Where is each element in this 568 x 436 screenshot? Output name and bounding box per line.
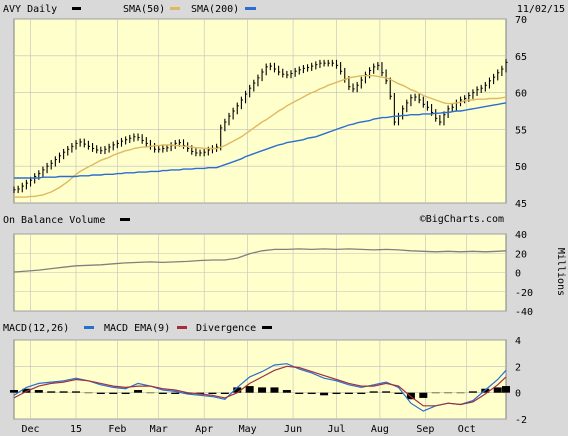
x-tick-label: Apr [195,424,213,435]
sma200-line [14,102,507,179]
divergence-bar [468,391,477,393]
divergence-bar [233,387,242,393]
divergence-bar [419,392,428,398]
macd-y-tick-label: 4 [515,336,521,347]
divergence-bar [220,392,229,394]
macd-y-tick-label: 0 [515,389,521,400]
x-tick-label: Feb [108,424,126,435]
macd-panel-title: MACD(12,26) [3,323,69,334]
obv-y-tick-label: 0 [515,269,521,280]
divergence-bar [121,392,130,394]
divergence-bar [208,392,217,394]
divergence-bar [382,391,391,393]
divergence-bar [493,387,502,393]
obv-legend-swatch [120,218,130,221]
obv-y-tick-label: 40 [515,230,527,241]
divergence-bar [456,392,465,394]
price-legend-swatch [72,7,81,10]
divergence-bar [332,392,341,394]
sma50-legend-label: SMA(50) [123,4,165,15]
divergence-bar [183,392,192,394]
macd-y-tick-label: -2 [515,415,527,426]
divergence-bar [502,386,510,393]
sma200-legend-swatch [245,7,256,10]
chart-date: 11/02/15 [517,4,565,15]
obv-y-tick-label: -40 [515,307,533,318]
price-y-tick-label: 65 [515,52,527,63]
divergence-bar [158,392,167,394]
divergence-bar [109,392,118,394]
price-y-tick-label: 45 [515,199,527,210]
divergence-bar [431,392,440,394]
macd-line [13,363,507,412]
macd-ema-legend-swatch [177,326,187,329]
divergence-bar [270,387,279,393]
x-tick-label: Dec [22,424,40,435]
price-y-tick-label: 55 [515,125,527,136]
divergence-bar [282,390,291,393]
divergence-bar [295,392,304,394]
macd-ema-legend-label: MACD EMA(9) [104,323,170,334]
divergence-bar [320,392,329,396]
divergence-bar [444,392,453,394]
divergence-bar [59,391,68,393]
watermark: ©BigCharts.com [420,214,504,225]
sma50-line [14,75,507,198]
obv-y-tick-label: -20 [515,288,533,299]
divergence-bar [307,392,316,394]
macd-legend-swatch [84,326,94,329]
divergence-bar [96,392,105,394]
divergence-bar [369,391,378,393]
price-y-tick-label: 50 [515,162,527,173]
price-plot-area [13,18,507,204]
macd-y-tick-label: 2 [515,362,521,373]
x-tick-label: Jun [284,424,302,435]
divergence-bar [10,390,18,393]
obv-y-axis-label: Millions [555,248,566,296]
price-y-tick-label: 70 [515,15,527,26]
x-tick-label: Aug [371,424,389,435]
obv-y-tick-label: 20 [515,249,527,260]
divergence-bar [357,392,366,394]
obv-panel-title: On Balance Volume [3,215,105,226]
sma50-legend-swatch [170,7,180,10]
x-tick-label: Jul [327,424,345,435]
divergence-bar [258,387,267,393]
divergence-bar [146,392,155,394]
x-tick-label: 15 [70,424,82,435]
obv-line [13,248,507,273]
x-tick-label: May [239,424,257,435]
divergence-bar [72,391,81,393]
macd-ema-line [13,365,507,407]
divergence-bar [22,388,31,393]
divergence-bar [134,390,143,393]
price-y-tick-label: 60 [515,89,527,100]
divergence-legend-swatch [262,326,272,329]
divergence-bar [245,386,254,393]
divergence-bar [34,390,43,393]
divergence-legend-label: Divergence [196,323,256,334]
divergence-bar [196,392,205,394]
divergence-bar [171,392,180,394]
sma200-legend-label: SMA(200) [191,4,239,15]
x-tick-label: Sep [416,424,434,435]
divergence-bar [47,391,56,393]
x-tick-label: Oct [458,424,476,435]
divergence-bar [394,392,403,394]
chart-title: AVY Daily [3,4,57,15]
divergence-bar [84,392,93,394]
divergence-bar [344,392,353,394]
x-tick-label: Mar [150,424,168,435]
